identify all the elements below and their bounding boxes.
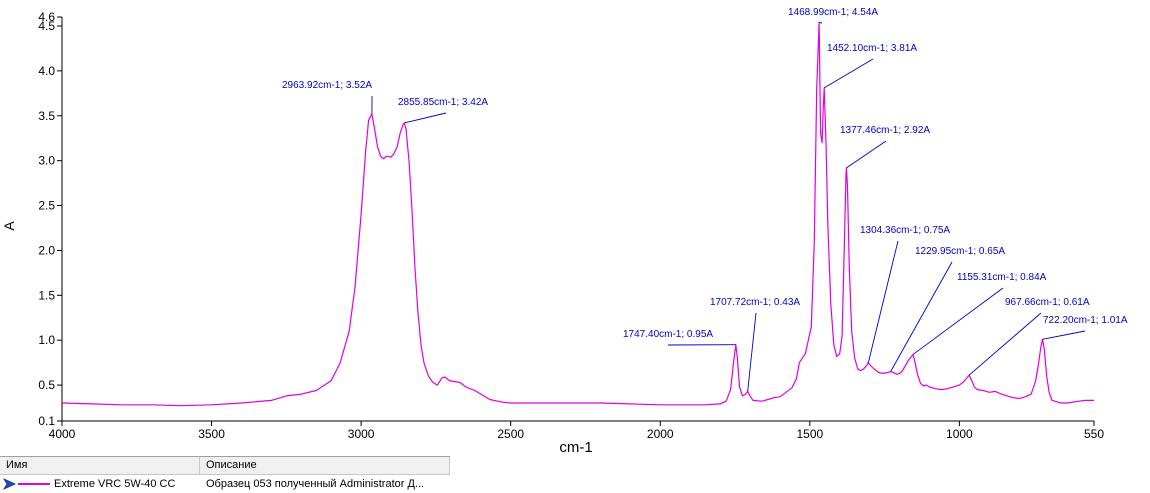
y-tick-label: 3.5	[38, 109, 55, 123]
peak-annotation: 1468.99cm-1; 4.54A	[788, 7, 878, 18]
annotations-layer: 2963.92cm-1; 3.52A 2855.85cm-1; 3.42A 1468…	[282, 7, 1128, 392]
column-header-description[interactable]: Описание	[200, 457, 450, 474]
y-axis-label: A	[1, 221, 17, 231]
spectrum-chart: 4000 3500 3000 2500 2000 1500 1000 550 0.1 0.5 1.0…	[1, 7, 1128, 456]
legend-row[interactable]: Extreme VRC 5W-40 CC Образец 053 получен…	[0, 475, 1150, 493]
row-pointer-icon	[3, 478, 16, 490]
peak-annotation: 1747.40cm-1; 0.95A	[623, 329, 713, 340]
annotation-leader	[823, 58, 874, 89]
column-header-name[interactable]: Имя	[0, 457, 200, 474]
peak-annotation: 1377.46cm-1; 2.92A	[840, 125, 930, 136]
legend-row-name: Extreme VRC 5W-40 CC	[54, 478, 176, 490]
annotation-leader	[819, 21, 823, 24]
x-tick-label: 4000	[49, 427, 76, 441]
annotation-leader	[404, 112, 447, 124]
x-tick-label: 2500	[497, 427, 524, 441]
peak-annotation: 722.20cm-1; 1.01A	[1043, 315, 1128, 326]
annotation-leader	[867, 240, 899, 363]
y-tick-label: 0.5	[38, 378, 55, 392]
y-tick-label: 0.1	[38, 414, 55, 428]
peak-annotation: 1304.36cm-1; 0.75A	[860, 225, 950, 236]
y-tick-label: 1.5	[38, 288, 55, 302]
x-tick-label: 3500	[198, 427, 225, 441]
x-axis-label: cm-1	[559, 439, 592, 456]
x-tick-label: 2000	[647, 427, 674, 441]
spectrum-line	[61, 21, 1094, 407]
x-tick-label: 1500	[796, 427, 823, 441]
x-tick-label: 550	[1084, 427, 1104, 441]
annotation-leader	[912, 287, 1004, 355]
series-color-swatch	[18, 483, 50, 485]
legend-table: Имя Описание Extreme VRC 5W-40 CC Образе…	[0, 456, 1150, 493]
peak-annotation: 1155.31cm-1; 0.84A	[957, 272, 1047, 283]
x-tick-label: 1000	[946, 427, 973, 441]
peak-annotation: 2963.92cm-1; 3.52A	[282, 80, 372, 91]
y-tick-label: 4.0	[38, 64, 55, 78]
annotation-leader	[846, 140, 887, 169]
x-tick-label: 3000	[348, 427, 375, 441]
tick-labels: 4000 3500 3000 2500 2000 1500 1000 550 0.1 0.5 1.0…	[38, 10, 1104, 441]
y-tick-label: 2.0	[38, 243, 55, 257]
annotation-leader	[1042, 330, 1086, 340]
peak-annotation: 1452.10cm-1; 3.81A	[827, 43, 917, 54]
legend-row-description: Образец 053 полученный Administrator Д..…	[206, 478, 425, 490]
annotation-leader	[747, 312, 757, 392]
annotation-leader	[890, 261, 953, 372]
y-tick-label: 3.0	[38, 154, 55, 168]
axes	[57, 16, 1095, 426]
annotation-leader	[968, 312, 1042, 376]
y-tick-label: 4.6	[38, 10, 55, 24]
y-tick-label: 4.5	[38, 19, 55, 33]
peak-annotation: 2855.85cm-1; 3.42A	[398, 97, 488, 108]
series-layer	[61, 21, 1094, 407]
peak-annotation: 1229.95cm-1; 0.65A	[915, 246, 1005, 257]
y-tick-label: 1.0	[38, 333, 55, 347]
y-tick-label: 2.5	[38, 199, 55, 213]
peak-annotation: 967.66cm-1; 0.61A	[1005, 297, 1090, 308]
legend-header: Имя Описание	[0, 456, 450, 475]
peak-annotation: 1707.72cm-1; 0.43A	[710, 297, 800, 308]
